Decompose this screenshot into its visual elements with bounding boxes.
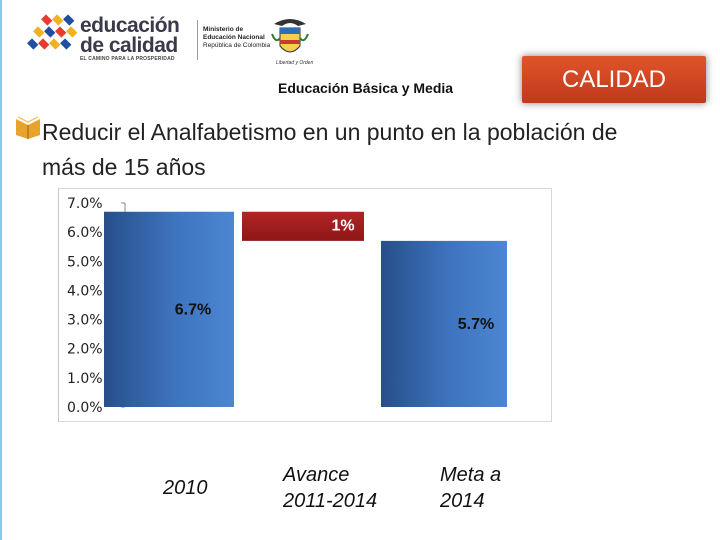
calidad-badge: CALIDAD (522, 56, 706, 103)
section-subtitle: Educación Básica y Media (278, 80, 454, 96)
y-tick-label: 7.0% (67, 196, 103, 212)
y-tick-label: 1.0% (67, 371, 103, 387)
bullet-book-icon (16, 116, 40, 139)
y-tick-label: 0.0% (67, 400, 103, 416)
ministry-name: Ministerio de Educación Nacional Repúbli… (203, 26, 270, 50)
header-divider (197, 20, 198, 60)
y-tick-label: 4.0% (67, 283, 103, 299)
chart-frame: 0.0% 1.0% 2.0% 3.0% 4.0% 5.0% 6.0% 7.0% 6.7% 1% 5… (58, 188, 552, 422)
data-label: 5.7% (458, 316, 494, 333)
ministry-line3: República de Colombia (203, 42, 271, 49)
x-category-label: Avance 2011-2014 (283, 464, 378, 512)
data-label: 6.7% (175, 301, 211, 318)
slide-heading: Reducir el Analfabetismo en un punto en … (42, 115, 712, 185)
y-tick-label: 5.0% (67, 254, 103, 270)
ministry-line1: Ministerio de (203, 26, 244, 33)
heading-line2: más de 15 años (42, 154, 206, 180)
y-tick-label: 3.0% (67, 313, 103, 329)
brand-line2: de calidad (80, 34, 178, 57)
bar-meta (381, 240, 507, 407)
coat-of-arms-icon (271, 19, 309, 53)
motto: Libertad y Orden (276, 60, 314, 66)
x-category-label: 2010 (163, 477, 208, 499)
x-category-label: Meta a 2014 (440, 464, 502, 512)
brand-tagline: EL CAMINO PARA LA PROSPERIDAD (80, 56, 175, 62)
y-tick-label: 6.0% (67, 225, 103, 241)
heading-line1: Reducir el Analfabetismo en un punto en … (42, 119, 618, 145)
y-tick-label: 2.0% (67, 342, 103, 358)
ministry-line2: Educación Nacional (203, 34, 265, 41)
educacion-logo-icon (27, 14, 78, 50)
slide-left-edge (0, 0, 2, 540)
bar-2010 (104, 211, 234, 407)
data-label: 1% (331, 217, 354, 234)
brand-line1: educación (80, 14, 180, 37)
bar-avance (242, 211, 364, 241)
waterfall-chart: 0.0% 1.0% 2.0% 3.0% 4.0% 5.0% 6.0% 7.0% 6.7% 1% 5… (67, 196, 507, 416)
